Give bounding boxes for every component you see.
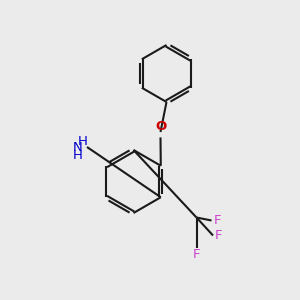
Text: H: H: [78, 135, 87, 148]
Text: F: F: [215, 229, 223, 242]
Text: N: N: [73, 141, 82, 154]
Text: F: F: [214, 214, 221, 227]
Text: H: H: [73, 149, 82, 162]
Text: O: O: [155, 120, 166, 133]
Text: F: F: [193, 248, 200, 261]
